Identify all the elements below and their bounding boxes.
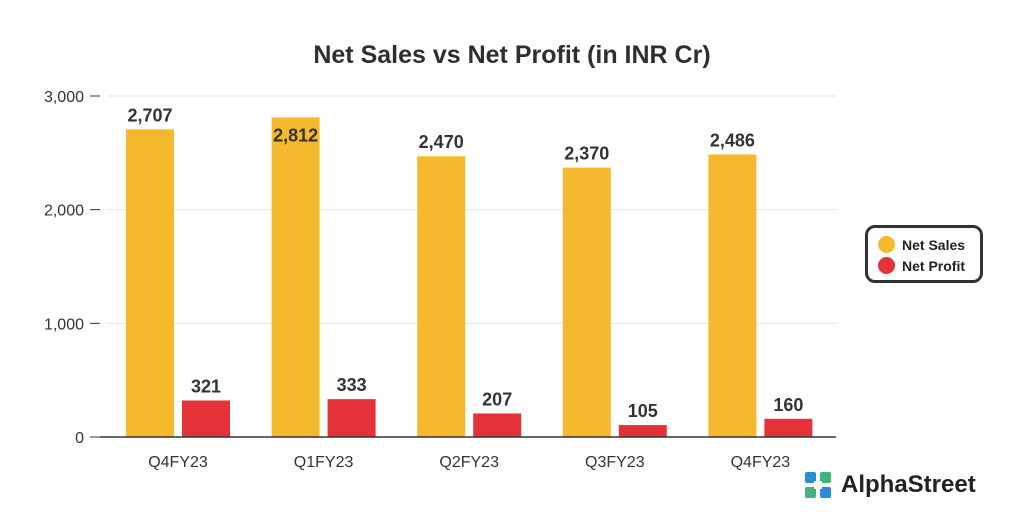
data-label-net-profit: 105 xyxy=(628,401,658,421)
bar-net-sales xyxy=(126,129,174,438)
bar-net-sales xyxy=(271,117,320,438)
legend-item-net-profit: Net Profit xyxy=(878,255,980,276)
bar-net-profit xyxy=(182,400,230,437)
bar-net-sales xyxy=(417,156,466,437)
legend-label-net-sales: Net Sales xyxy=(902,236,966,253)
data-label-net-sales: 2,486 xyxy=(710,130,755,150)
brand-name: AlphaStreet xyxy=(841,471,976,498)
y-tick-label: 1,000 xyxy=(44,316,84,333)
y-tick-label: 2,000 xyxy=(44,203,84,220)
bar-net-profit xyxy=(473,413,522,437)
x-tick-label: Q1FY23 xyxy=(294,454,354,471)
brand-logo: AlphaStreet xyxy=(803,470,976,500)
data-label-net-profit: 207 xyxy=(482,389,512,409)
data-label-net-profit: 321 xyxy=(191,377,221,397)
data-label-net-sales: 2,707 xyxy=(127,105,172,125)
data-label-net-sales: 2,370 xyxy=(564,144,609,164)
bar-net-sales xyxy=(562,167,611,438)
legend: Net Sales Net Profit xyxy=(865,225,983,283)
y-tick-label: 3,000 xyxy=(44,89,84,106)
chart-title: Net Sales vs Net Profit (in INR Cr) xyxy=(313,41,710,69)
bar-net-profit xyxy=(327,399,376,437)
data-label-net-profit: 160 xyxy=(773,395,803,415)
bar-net-profit xyxy=(764,418,813,437)
bars xyxy=(126,117,813,438)
x-tick-label: Q3FY23 xyxy=(585,454,645,471)
x-tick-label: Q4FY23 xyxy=(148,454,208,471)
legend-item-net-sales: Net Sales xyxy=(878,234,980,255)
x-tick-label: Q4FY23 xyxy=(731,454,791,471)
legend-label-net-profit: Net Profit xyxy=(902,257,965,274)
legend-swatch-net-sales xyxy=(878,236,895,253)
y-tick-label: 0 xyxy=(75,430,84,447)
y-axis: 0 1,000 2,000 3,000 xyxy=(44,89,100,447)
legend-swatch-net-profit xyxy=(878,257,895,274)
bar-net-profit xyxy=(618,425,667,437)
data-labels: 2,707 321 2,812 333 2,470 207 2,370 105 2,486 160 xyxy=(127,105,803,421)
alphastreet-logo-icon xyxy=(805,472,831,498)
data-label-net-sales: 2,470 xyxy=(419,132,464,152)
bar-net-sales xyxy=(708,154,757,437)
x-tick-label: Q2FY23 xyxy=(439,454,499,471)
data-label-net-sales: 2,812 xyxy=(273,125,318,145)
data-label-net-profit: 333 xyxy=(337,375,367,395)
x-axis: Q4FY23 Q1FY23 Q2FY23 Q3FY23 Q4FY23 xyxy=(148,454,790,471)
